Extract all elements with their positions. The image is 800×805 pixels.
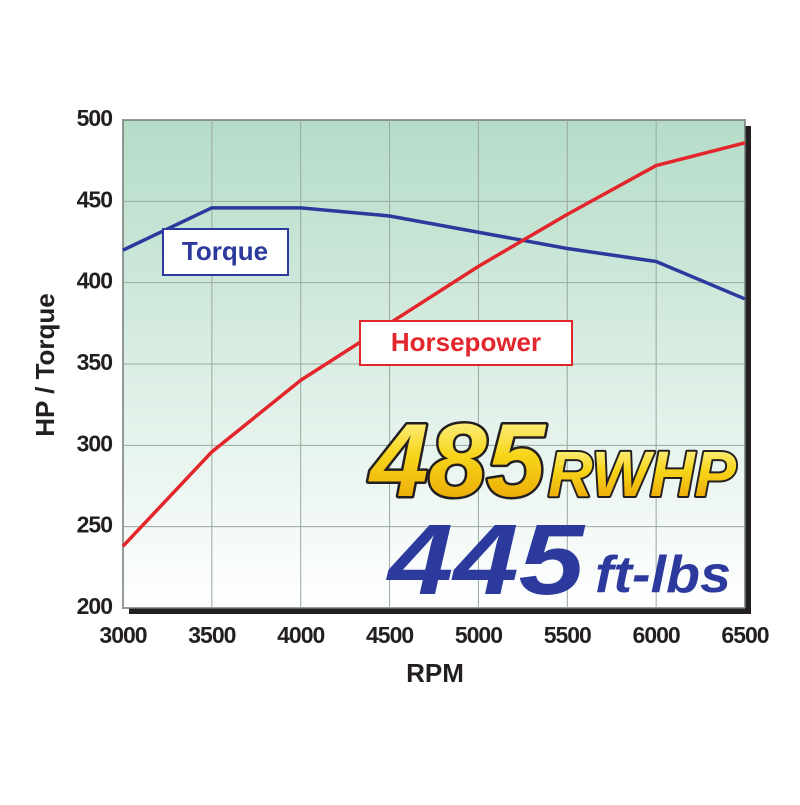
y-axis-label: HP / Torque <box>30 293 60 437</box>
x-axis-label: RPM <box>406 658 464 688</box>
x-tick-label: 6500 <box>721 622 768 648</box>
x-tick-label: 6000 <box>633 622 680 648</box>
y-tick-label: 350 <box>77 349 113 375</box>
lines <box>121 141 746 548</box>
y-tick-label: 200 <box>77 593 113 619</box>
hp-label-box <box>359 320 573 366</box>
hp-headline: 485 <box>368 403 547 519</box>
y-tick-label: 450 <box>77 186 113 212</box>
hp-unit: RWHP <box>548 438 736 510</box>
x-tick-label: 5000 <box>455 622 502 648</box>
torque-label-box <box>162 228 289 276</box>
y-tick-label: 500 <box>77 105 113 131</box>
torque-unit: ft-lbs <box>595 546 731 604</box>
x-tick-label: 4500 <box>366 622 413 648</box>
series-line <box>121 141 746 548</box>
series-line <box>122 206 746 301</box>
y-tick-label: 250 <box>77 512 113 538</box>
x-tick-label: 3000 <box>99 622 146 648</box>
grid <box>122 119 746 609</box>
x-tick-label: 3500 <box>188 622 235 648</box>
y-tick-label: 400 <box>77 268 113 294</box>
y-tick-label: 300 <box>77 430 113 456</box>
x-tick-label: 5500 <box>544 622 591 648</box>
series-label: Torque <box>182 236 268 266</box>
x-tick-label: 4000 <box>277 622 324 648</box>
series-label: Horsepower <box>391 327 541 357</box>
torque-headline: 445 <box>386 504 586 616</box>
